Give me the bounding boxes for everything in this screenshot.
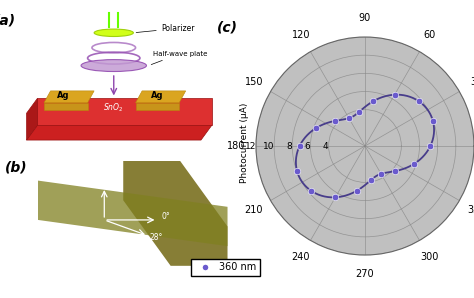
Polygon shape <box>38 181 228 246</box>
Point <box>367 178 375 182</box>
Polygon shape <box>136 103 179 110</box>
Point <box>391 92 398 97</box>
Point <box>296 144 303 148</box>
Point <box>415 99 422 103</box>
Point <box>355 110 363 114</box>
Point <box>331 119 339 123</box>
Legend: 360 nm: 360 nm <box>191 259 260 276</box>
Text: Photocurrent (μA): Photocurrent (μA) <box>240 103 248 183</box>
Text: Ag: Ag <box>151 91 164 100</box>
Polygon shape <box>27 125 212 140</box>
Text: 90°: 90° <box>92 178 105 187</box>
Point <box>308 189 315 193</box>
Polygon shape <box>44 103 88 110</box>
Polygon shape <box>37 98 212 125</box>
Point <box>345 116 353 121</box>
Text: 10: 10 <box>263 142 274 150</box>
Polygon shape <box>136 91 186 103</box>
Text: 28°: 28° <box>150 233 163 242</box>
Text: Half-wave plate: Half-wave plate <box>151 51 208 65</box>
Point <box>391 169 399 173</box>
Point <box>332 195 339 200</box>
Text: SnO$_2$: SnO$_2$ <box>103 101 124 114</box>
Text: 6: 6 <box>305 142 310 150</box>
Text: 50 μm: 50 μm <box>174 272 199 281</box>
Text: (c): (c) <box>217 21 238 35</box>
Text: Ag: Ag <box>57 91 70 100</box>
Text: (a): (a) <box>0 13 16 27</box>
Polygon shape <box>123 161 228 266</box>
Text: 0°: 0° <box>161 212 170 221</box>
Point <box>353 188 361 193</box>
Point <box>369 99 377 104</box>
Point <box>377 171 385 176</box>
Text: 4: 4 <box>323 142 328 150</box>
Polygon shape <box>44 91 94 103</box>
Text: Polarizer: Polarizer <box>136 24 195 33</box>
Point <box>312 126 319 131</box>
Polygon shape <box>27 98 37 140</box>
Ellipse shape <box>81 60 146 72</box>
Point <box>427 144 434 148</box>
Point <box>429 119 437 124</box>
Point <box>410 162 418 166</box>
Text: 8: 8 <box>287 142 292 150</box>
Ellipse shape <box>94 29 133 37</box>
Point <box>293 168 301 173</box>
Text: (b): (b) <box>5 161 27 175</box>
Text: 12: 12 <box>245 142 256 150</box>
